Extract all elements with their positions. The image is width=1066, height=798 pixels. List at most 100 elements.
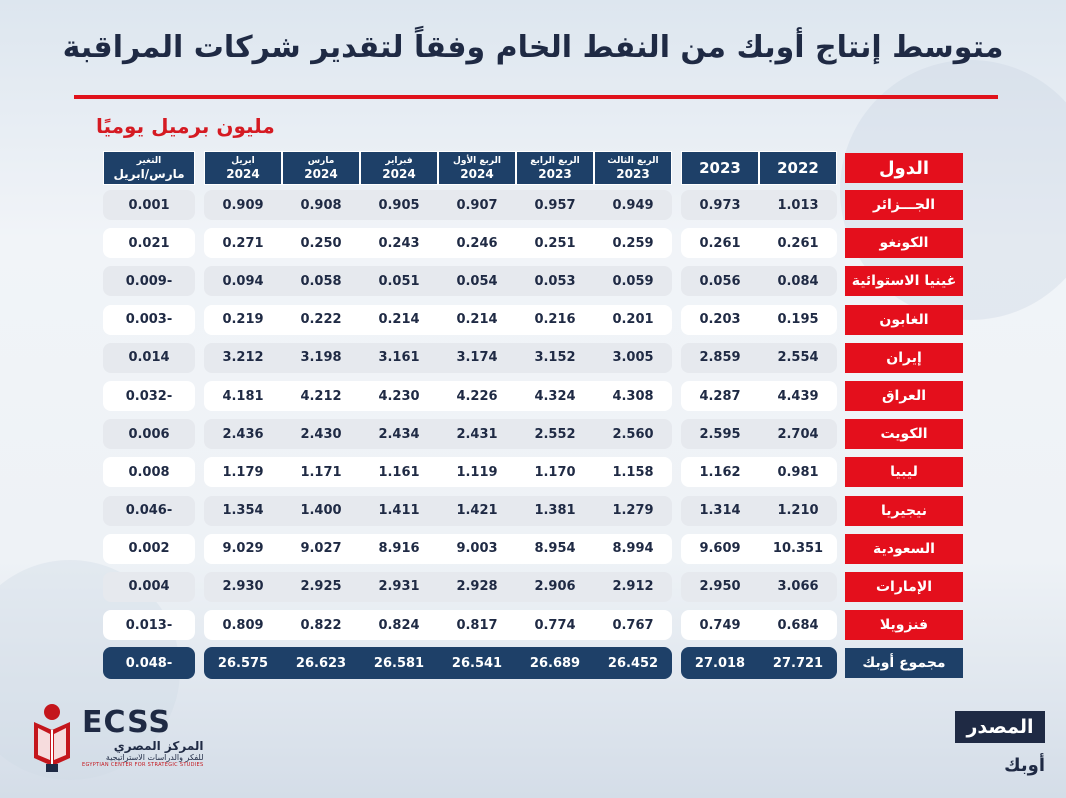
value-cell: 0.195 bbox=[759, 304, 837, 335]
logo-arabic-sub: للفكر والدراسات الاستراتيجية bbox=[105, 752, 204, 762]
value-cell: 0.905 bbox=[360, 190, 438, 221]
value-cell: 0.002 bbox=[103, 533, 195, 564]
value-cell: 0.957 bbox=[516, 190, 594, 221]
value-cell: 26.452 bbox=[594, 647, 672, 680]
value-cell: 1.354 bbox=[204, 495, 282, 526]
table-row: الجـــزائر 1.013 0.973 0.949 0.957 0.907 0.905… bbox=[103, 186, 963, 224]
value-cell: 0.907 bbox=[438, 190, 516, 221]
unit-label: مليون برميل يوميًا bbox=[96, 114, 275, 138]
country-label: الإمارات bbox=[845, 571, 963, 602]
table-row: فنزويلا 0.684 0.749 0.767 0.774 0.817 0.824 0.8… bbox=[103, 606, 963, 644]
header-apr-2024: ابريل 2024 bbox=[204, 151, 282, 185]
value-cell: 3.066 bbox=[759, 571, 837, 602]
country-label: الكونغو bbox=[845, 228, 963, 259]
value-cell: 1.210 bbox=[759, 495, 837, 526]
header-feb-2024: فبراير 2024 bbox=[360, 151, 438, 185]
table-row: العراق 4.439 4.287 4.308 4.324 4.226 4.230 4.21… bbox=[103, 377, 963, 415]
header-q1-2024: الربع الأول 2024 bbox=[438, 151, 516, 185]
value-cell: 2.595 bbox=[681, 419, 759, 450]
value-cell: 0.817 bbox=[438, 610, 516, 641]
header-country: الدول bbox=[845, 153, 963, 183]
value-cell: 0.006 bbox=[103, 419, 195, 450]
value-cell: 0.243 bbox=[360, 228, 438, 259]
value-cell: 1.411 bbox=[360, 495, 438, 526]
source-value: أوبك bbox=[1004, 755, 1045, 776]
total-row: مجموع أوبك 27.721 27.018 26.452 26.689 26.541… bbox=[103, 644, 963, 682]
value-cell: 1.162 bbox=[681, 457, 759, 488]
value-cell: 0.201 bbox=[594, 304, 672, 335]
value-cell: 0.909 bbox=[204, 190, 282, 221]
ecss-emblem-icon bbox=[30, 700, 74, 774]
production-table: الدول 2022 2023 الربع الثالث 2023 الربع الراب… bbox=[103, 150, 963, 682]
value-cell: 4.226 bbox=[438, 381, 516, 412]
value-cell: -0.046 bbox=[103, 495, 195, 526]
value-cell: 0.001 bbox=[103, 190, 195, 221]
header-mar-2024: مارس 2024 bbox=[282, 151, 360, 185]
value-cell: 0.053 bbox=[516, 266, 594, 297]
value-cell: 0.008 bbox=[103, 457, 195, 488]
value-cell: 0.774 bbox=[516, 610, 594, 641]
country-label: السعودية bbox=[845, 533, 963, 564]
value-cell: 2.704 bbox=[759, 419, 837, 450]
country-label: ليبيا bbox=[845, 457, 963, 488]
value-cell: 3.161 bbox=[360, 342, 438, 373]
value-cell: 1.013 bbox=[759, 190, 837, 221]
value-cell: 0.250 bbox=[282, 228, 360, 259]
value-cell: 1.171 bbox=[282, 457, 360, 488]
country-label: إيران bbox=[845, 342, 963, 373]
value-cell: 4.212 bbox=[282, 381, 360, 412]
value-cell: 2.430 bbox=[282, 419, 360, 450]
value-cell: 0.259 bbox=[594, 228, 672, 259]
value-cell: 10.351 bbox=[759, 533, 837, 564]
table-row: الكويت 2.704 2.595 2.560 2.552 2.431 2.434 2.43… bbox=[103, 415, 963, 453]
value-cell: 0.222 bbox=[282, 304, 360, 335]
value-cell: 3.152 bbox=[516, 342, 594, 373]
value-cell: 0.004 bbox=[103, 571, 195, 602]
value-cell: 2.928 bbox=[438, 571, 516, 602]
country-label: نيجيريا bbox=[845, 495, 963, 526]
value-cell: 3.212 bbox=[204, 342, 282, 373]
table-row: نيجيريا 1.210 1.314 1.279 1.381 1.421 1.411 1.4… bbox=[103, 492, 963, 530]
logo-arabic: المركز المصري bbox=[113, 738, 204, 753]
value-cell: 2.931 bbox=[360, 571, 438, 602]
value-cell: 1.314 bbox=[681, 495, 759, 526]
value-cell: 1.421 bbox=[438, 495, 516, 526]
value-cell: 0.203 bbox=[681, 304, 759, 335]
value-cell: 0.214 bbox=[360, 304, 438, 335]
country-label: الغابون bbox=[845, 304, 963, 335]
value-cell: 0.684 bbox=[759, 610, 837, 641]
value-cell: 0.271 bbox=[204, 228, 282, 259]
value-cell: 0.216 bbox=[516, 304, 594, 335]
value-cell: 8.994 bbox=[594, 533, 672, 564]
value-cell: 2.431 bbox=[438, 419, 516, 450]
value-cell: 0.809 bbox=[204, 610, 282, 641]
table-row: الغابون 0.195 0.203 0.201 0.216 0.214 0.214 0.2… bbox=[103, 301, 963, 339]
value-cell: 2.554 bbox=[759, 342, 837, 373]
header-y2023: 2023 bbox=[681, 151, 759, 185]
table-row: غينيا الاستوائية 0.084 0.056 0.059 0.053 0.05… bbox=[103, 262, 963, 300]
value-cell: -0.013 bbox=[103, 610, 195, 641]
value-cell: 9.027 bbox=[282, 533, 360, 564]
value-cell: 4.308 bbox=[594, 381, 672, 412]
value-cell: 0.054 bbox=[438, 266, 516, 297]
value-cell: 9.003 bbox=[438, 533, 516, 564]
header-change: التغير مارس/ابريل bbox=[103, 151, 195, 185]
value-cell: 0.094 bbox=[204, 266, 282, 297]
value-cell: 2.434 bbox=[360, 419, 438, 450]
value-cell: 4.287 bbox=[681, 381, 759, 412]
country-label: فنزويلا bbox=[845, 610, 963, 641]
logo-english: EGYPTIAN CENTER FOR STRATEGIC STUDIES bbox=[82, 761, 204, 768]
country-label: مجموع أوبك bbox=[845, 648, 963, 679]
value-cell: 2.436 bbox=[204, 419, 282, 450]
title-divider bbox=[74, 95, 998, 99]
header-y2022: 2022 bbox=[759, 151, 837, 185]
value-cell: -0.048 bbox=[103, 647, 195, 680]
page-title: متوسط إنتاج أوبك من النفط الخام وفقاً لت… bbox=[62, 30, 1004, 65]
value-cell: 0.251 bbox=[516, 228, 594, 259]
value-cell: 2.912 bbox=[594, 571, 672, 602]
value-cell: 1.381 bbox=[516, 495, 594, 526]
value-cell: 26.689 bbox=[516, 647, 594, 680]
table-row: السعودية 10.351 9.609 8.994 8.954 9.003 8.916 9… bbox=[103, 530, 963, 568]
value-cell: 0.059 bbox=[594, 266, 672, 297]
value-cell: 0.824 bbox=[360, 610, 438, 641]
